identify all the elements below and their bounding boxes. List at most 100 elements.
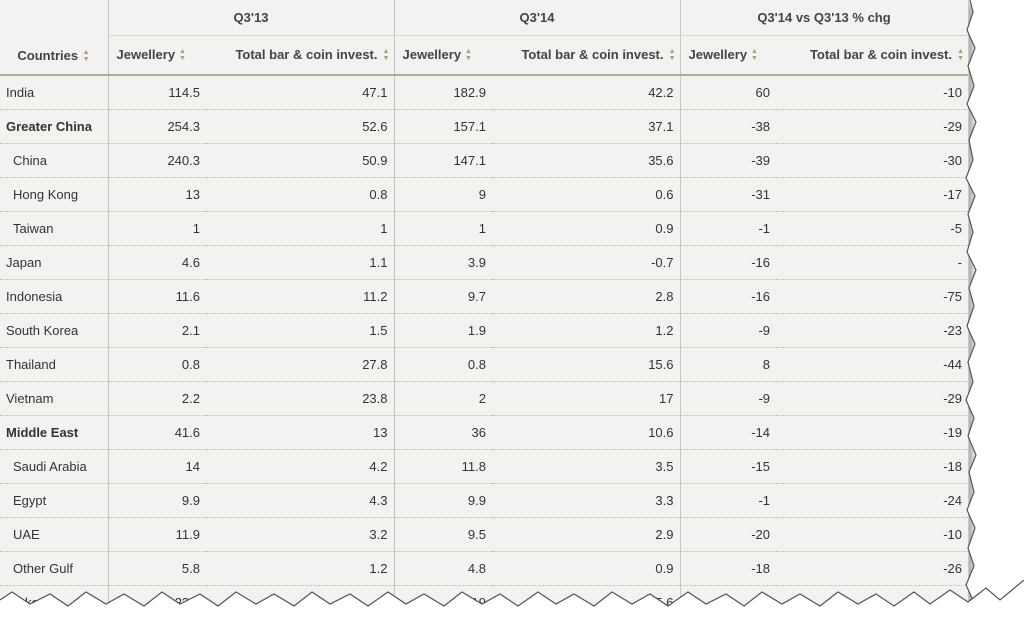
country-name-cell: Egypt [0,483,109,518]
column-header-barcoin-q314[interactable]: Total bar & coin invest. ▲ ▼ [492,35,681,76]
torn-edge-right [965,0,1024,622]
table-row: Middle East 41.6 13 36 10.6 -14 -19 [0,415,968,450]
sort-updown-icon[interactable]: ▲ ▼ [179,47,186,62]
value-cell: 11.2 [206,279,395,314]
value-cell: 2.9 [492,517,681,552]
value-cell: 1.1 [206,245,395,280]
country-name-cell: UAE [0,517,109,552]
value-cell: 13 [206,415,395,450]
value-cell: 8 [680,347,776,382]
value-cell: 37.1 [492,109,681,144]
sort-updown-icon[interactable]: ▲ ▼ [751,47,758,62]
value-cell: 0.8 [108,347,206,382]
value-cell: -1 [680,211,776,246]
table-row: Egypt 9.9 4.3 9.9 3.3 -1 -24 [0,483,968,518]
value-cell: 9.9 [394,483,492,518]
column-header-label: Jewellery [402,47,462,63]
value-cell: -16 [680,279,776,314]
value-cell: 10.6 [492,415,681,450]
value-cell: 4.6 [108,245,206,280]
value-cell: 1.5 [206,313,395,348]
table-row: Greater China 254.3 52.6 157.1 37.1 -38 -29 [0,109,968,144]
value-cell: 11.6 [108,279,206,314]
value-cell: 23.8 [206,381,395,416]
value-cell: -26 [776,551,968,586]
value-cell: 15.6 [492,347,681,382]
country-name-cell: Other Gulf [0,551,109,586]
value-cell: 14 [108,449,206,484]
country-name-cell: Greater China [0,109,109,144]
column-header-jewellery-q314[interactable]: Jewellery ▲ ▼ [394,35,492,76]
value-cell: 11.9 [108,517,206,552]
value-cell: 47.1 [206,75,395,110]
sort-updown-icon[interactable]: ▲ ▼ [465,47,472,62]
sort-updown-icon[interactable]: ▲ ▼ [82,49,90,63]
column-header-label: Jewellery [688,47,748,63]
value-cell: 1.2 [492,313,681,348]
column-header-jewellery-chg[interactable]: Jewellery ▲ ▼ [680,35,776,76]
value-cell: 254.3 [108,109,206,144]
sort-updown-icon[interactable]: ▲ ▼ [382,47,390,62]
table-sheet: Countries ▲ ▼ Q3'13 Q3'14 Q3'14 vs Q3'13 %… [0,0,969,612]
value-cell: -23 [776,313,968,348]
column-header-label: Total bar & coin invest. [235,47,378,63]
column-header-barcoin-chg[interactable]: Total bar & coin invest. ▲ ▼ [776,35,968,76]
value-cell: -19 [776,415,968,450]
countries-header[interactable]: Countries ▲ ▼ [0,0,109,76]
gold-demand-table: Countries ▲ ▼ Q3'13 Q3'14 Q3'14 vs Q3'13 %… [0,0,968,612]
value-cell: 0.8 [394,347,492,382]
value-cell: 2.8 [492,279,681,314]
value-cell: -20 [680,517,776,552]
table-row: India 114.5 47.1 182.9 42.2 60 -10 [0,75,968,110]
sort-updown-icon[interactable]: ▲ ▼ [957,47,964,62]
column-header-barcoin-q313[interactable]: Total bar & coin invest. ▲ ▼ [206,35,395,76]
value-cell: 3.5 [492,449,681,484]
table-body: India 114.5 47.1 182.9 42.2 60 -10 Greater Chin… [0,75,968,612]
group-header-q314: Q3'14 [394,0,681,36]
value-cell: -14 [680,415,776,450]
value-cell: 240.3 [108,143,206,178]
value-cell: 42.2 [492,75,681,110]
country-name-cell: Middle East [0,415,109,450]
value-cell: -18 [680,551,776,586]
value-cell: -39 [680,143,776,178]
value-cell: 60 [680,75,776,110]
country-name-cell: India [0,75,109,110]
value-cell: -18 [776,449,968,484]
sort-updown-icon[interactable]: ▲ ▼ [668,47,676,62]
value-cell: -16 [680,245,776,280]
column-header-row: Jewellery ▲ ▼ Total bar & coin invest. ▲ ▼ J… [0,35,968,76]
table-row: Other Gulf 5.8 1.2 4.8 0.9 -18 -26 [0,551,968,586]
value-cell: -24 [776,483,968,518]
value-cell: 147.1 [394,143,492,178]
value-cell: -9 [680,381,776,416]
value-cell: -17 [776,177,968,212]
value-cell: 1.9 [394,313,492,348]
value-cell: 182.9 [394,75,492,110]
value-cell: 1 [394,211,492,246]
value-cell: 2.2 [108,381,206,416]
torn-edge-bottom [0,580,1024,622]
value-cell: 52.6 [206,109,395,144]
table-row: China 240.3 50.9 147.1 35.6 -39 -30 [0,143,968,178]
value-cell: 2.1 [108,313,206,348]
value-cell: 9.9 [108,483,206,518]
value-cell: -9 [680,313,776,348]
value-cell: 5.8 [108,551,206,586]
value-cell: 4.2 [206,449,395,484]
column-header-jewellery-q313[interactable]: Jewellery ▲ ▼ [108,35,206,76]
value-cell: -1 [680,483,776,518]
table-row: Vietnam 2.2 23.8 2 17 -9 -29 [0,381,968,416]
value-cell: 4.8 [394,551,492,586]
value-cell: 9 [394,177,492,212]
value-cell: 9.7 [394,279,492,314]
value-cell: 4.3 [206,483,395,518]
column-header-label: Total bar & coin invest. [521,47,664,63]
table-row: UAE 11.9 3.2 9.5 2.9 -20 -10 [0,517,968,552]
value-cell: 3.9 [394,245,492,280]
value-cell: -44 [776,347,968,382]
group-header-row: Countries ▲ ▼ Q3'13 Q3'14 Q3'14 vs Q3'13 %… [0,0,968,76]
value-cell: 13 [108,177,206,212]
value-cell: 114.5 [108,75,206,110]
value-cell: 41.6 [108,415,206,450]
